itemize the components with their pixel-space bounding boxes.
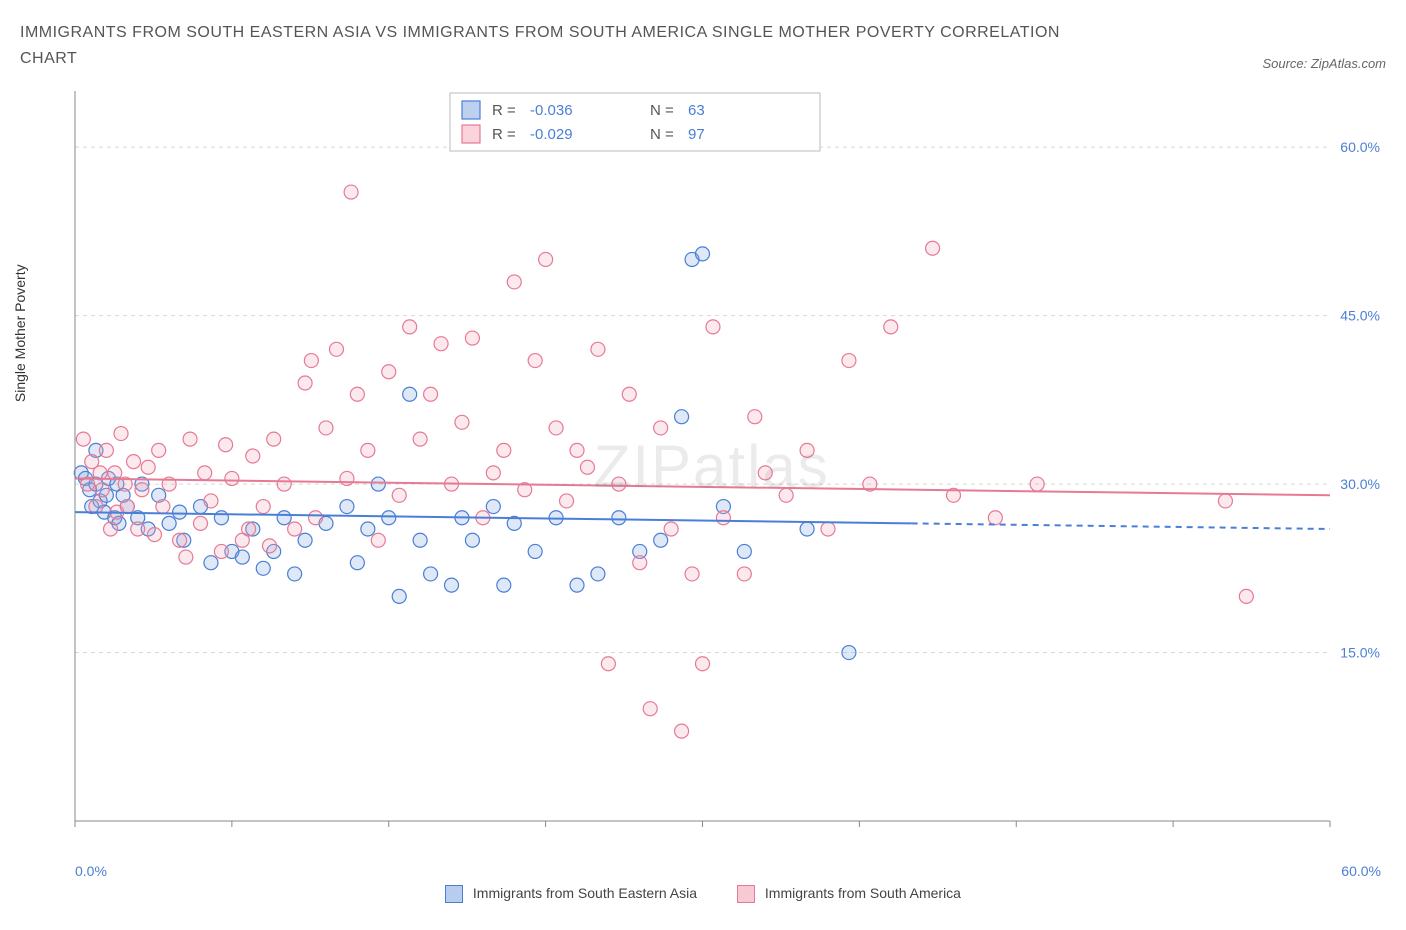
legend-swatch-blue bbox=[445, 885, 463, 903]
svg-text:N =: N = bbox=[650, 102, 674, 119]
svg-text:60.0%: 60.0% bbox=[1340, 139, 1380, 155]
svg-text:-0.029: -0.029 bbox=[530, 126, 573, 143]
x-max-label: 60.0% bbox=[1341, 863, 1381, 879]
y-axis-label: Single Mother Poverty bbox=[12, 265, 28, 403]
chart-title: IMMIGRANTS FROM SOUTH EASTERN ASIA VS IM… bbox=[20, 20, 1120, 71]
svg-text:63: 63 bbox=[688, 102, 705, 119]
svg-text:15.0%: 15.0% bbox=[1340, 645, 1380, 661]
legend-item-sa: Immigrants from South America bbox=[737, 885, 961, 903]
svg-text:-0.036: -0.036 bbox=[530, 102, 573, 119]
svg-text:R =: R = bbox=[492, 126, 516, 143]
svg-text:97: 97 bbox=[688, 126, 705, 143]
svg-text:30.0%: 30.0% bbox=[1340, 476, 1380, 492]
x-axis-labels: 0.0% 60.0% bbox=[20, 863, 1386, 879]
legend-item-sea: Immigrants from South Eastern Asia bbox=[445, 885, 697, 903]
svg-text:R =: R = bbox=[492, 102, 516, 119]
legend-label-sa: Immigrants from South America bbox=[765, 885, 961, 901]
chart-area: Single Mother Poverty ZIPatlas 15.0%30.0… bbox=[20, 81, 1386, 861]
bottom-legend: Immigrants from South Eastern Asia Immig… bbox=[20, 885, 1386, 903]
scatter-chart: 15.0% 30.0% 45.0% 60.0% R = -0.036 N = 63 R = -0.… bbox=[20, 81, 1386, 861]
svg-text:N =: N = bbox=[650, 126, 674, 143]
source-label: Source: ZipAtlas.com bbox=[1262, 56, 1386, 71]
header: IMMIGRANTS FROM SOUTH EASTERN ASIA VS IM… bbox=[20, 20, 1386, 71]
svg-text:45.0%: 45.0% bbox=[1340, 308, 1380, 324]
legend-swatch-pink bbox=[737, 885, 755, 903]
x-min-label: 0.0% bbox=[75, 863, 107, 879]
legend-label-sea: Immigrants from South Eastern Asia bbox=[473, 885, 697, 901]
